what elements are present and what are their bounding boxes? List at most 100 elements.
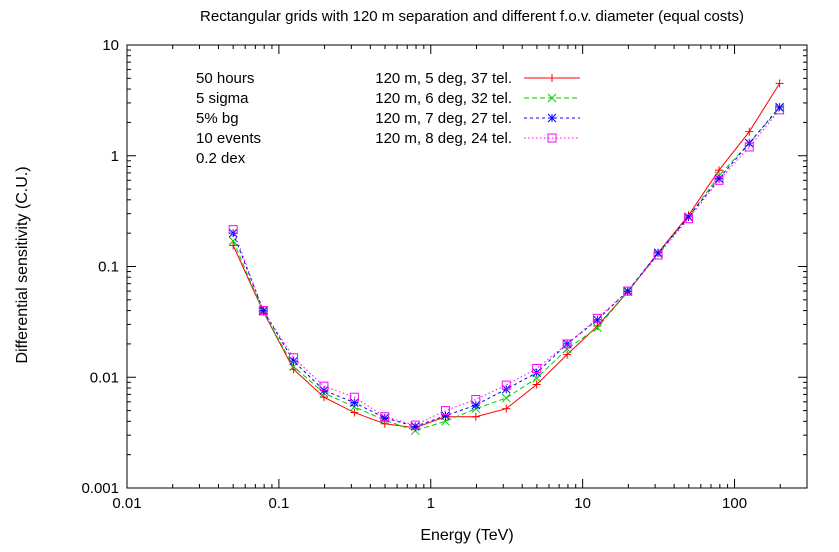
data-point-stroke: [350, 398, 359, 407]
y-tick-label: 0.01: [90, 369, 119, 386]
data-point-stroke: [623, 286, 633, 296]
data-point-stroke: [714, 175, 724, 185]
data-point: [653, 250, 663, 260]
x-tick-label: 1: [427, 495, 435, 512]
data-point-stroke: [471, 394, 481, 404]
data-point: [471, 394, 481, 404]
data-point-stroke: [228, 225, 238, 235]
data-point-stroke: [228, 228, 238, 238]
data-point: [319, 393, 328, 402]
data-point: [745, 127, 754, 136]
data-point: [289, 353, 299, 363]
data-point: [547, 133, 557, 143]
series-line: [232, 107, 780, 432]
data-point-stroke: [440, 406, 450, 416]
data-point: [592, 313, 602, 323]
x-tick-label: 100: [722, 495, 747, 512]
data-point: [471, 412, 480, 421]
data-point-stroke: [471, 400, 481, 410]
data-point: [532, 363, 542, 373]
data-point: [653, 248, 663, 258]
legend-entry: 120 m, 8 deg, 24 tel.: [375, 130, 580, 147]
data-point: [380, 412, 390, 422]
series-group: [228, 103, 784, 435]
annotation-text: 5% bg: [196, 110, 239, 127]
data-point: [775, 79, 784, 88]
data-point: [684, 212, 693, 222]
data-point: [501, 380, 511, 390]
data-point-stroke: [258, 306, 268, 315]
data-point-stroke: [228, 236, 238, 246]
data-point: [714, 166, 723, 175]
data-point: [744, 142, 754, 152]
data-point: [593, 323, 602, 333]
data-point: [440, 406, 450, 416]
data-point-stroke: [350, 402, 359, 412]
data-point-stroke: [547, 93, 557, 103]
data-point-stroke: [289, 353, 299, 363]
data-point: [410, 426, 420, 435]
legend-entry: 120 m, 7 deg, 27 tel.: [375, 110, 580, 127]
chart-title: Rectangular grids with 120 m separation …: [200, 8, 744, 25]
legend-label: 120 m, 7 deg, 27 tel.: [375, 110, 512, 127]
data-point: [350, 402, 359, 412]
legend-label: 120 m, 6 deg, 32 tel.: [375, 90, 512, 107]
series-line: [232, 109, 780, 426]
x-tick-label: 0.01: [112, 495, 141, 512]
data-point-stroke: [532, 363, 542, 373]
y-tick-label: 10: [102, 37, 119, 54]
data-point-stroke: [547, 113, 557, 123]
data-point: [532, 380, 541, 389]
data-point: [350, 398, 359, 407]
data-point: [714, 175, 724, 185]
data-point: [775, 105, 785, 115]
data-point-stroke: [410, 426, 420, 435]
data-point: [547, 113, 557, 123]
y-tick-label: 1: [111, 148, 119, 165]
data-point: [228, 228, 238, 238]
legend-entry: 120 m, 6 deg, 32 tel.: [375, 90, 580, 107]
legend-label: 120 m, 5 deg, 37 tel.: [375, 70, 512, 87]
data-point-stroke: [562, 339, 572, 349]
data-point: [563, 350, 572, 359]
plot-series: [228, 79, 785, 435]
data-point: [562, 339, 572, 349]
data-point: [684, 214, 694, 224]
legend-label: 120 m, 8 deg, 24 tel.: [375, 130, 512, 147]
data-point-stroke: [410, 420, 420, 430]
data-point: [229, 241, 238, 250]
data-point-stroke: [744, 142, 754, 152]
data-point: [547, 93, 557, 103]
data-point: [623, 286, 633, 296]
data-point: [471, 400, 481, 410]
data-point-stroke: [441, 411, 450, 421]
y-axis-label: Differential sensitivity (C.U.): [14, 166, 31, 363]
data-point-stroke: [684, 214, 694, 224]
data-point-stroke: [258, 306, 268, 316]
data-point-stroke: [775, 105, 785, 115]
data-point-stroke: [501, 393, 511, 403]
data-point-stroke: [592, 313, 602, 323]
series-group: [228, 105, 785, 430]
x-axis-label: Energy (TeV): [420, 527, 513, 544]
data-point-stroke: [547, 133, 557, 143]
data-point: [441, 411, 450, 421]
data-point: [623, 286, 633, 296]
data-point: [502, 404, 511, 413]
y-tick-label: 0.001: [81, 480, 119, 497]
data-point: [258, 306, 268, 315]
legend: 120 m, 5 deg, 37 tel. 120 m, 6 deg, 32 te…: [375, 70, 580, 147]
annotation-text: 0.2 dex: [196, 150, 246, 167]
data-point: [548, 74, 556, 82]
data-point-stroke: [319, 381, 329, 391]
data-point: [410, 420, 420, 430]
x-tick-label: 0.1: [268, 495, 289, 512]
x-tick-label: 10: [574, 495, 591, 512]
data-point: [349, 392, 359, 402]
annotation-block: 50 hours 5 sigma 5% bg 10 events 0.2 dex: [196, 70, 261, 167]
annotation-text: 10 events: [196, 130, 261, 147]
data-point-stroke: [501, 380, 511, 390]
data-point-stroke: [775, 102, 784, 112]
data-point: [350, 408, 359, 417]
